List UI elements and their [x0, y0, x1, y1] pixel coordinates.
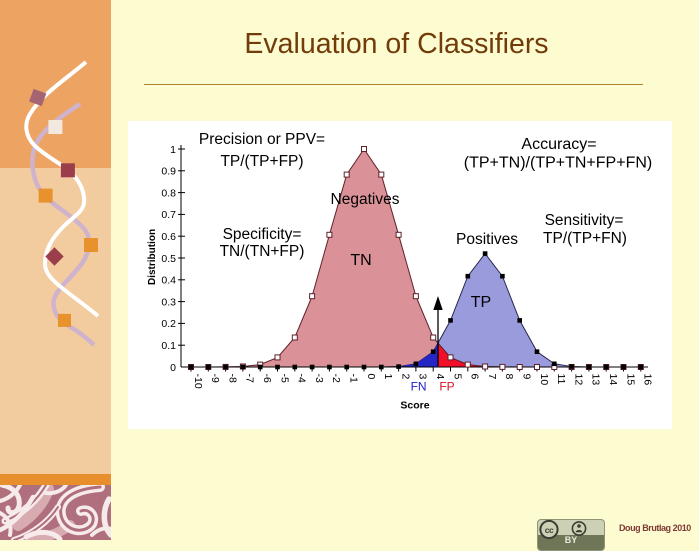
svg-text:-9: -9 — [209, 374, 221, 383]
svg-text:-7: -7 — [244, 374, 256, 383]
svg-text:12: 12 — [572, 374, 584, 386]
svg-text:0.2: 0.2 — [161, 318, 176, 330]
svg-text:-3: -3 — [313, 374, 325, 383]
svg-text:0.8: 0.8 — [161, 187, 176, 199]
svg-text:-5: -5 — [278, 374, 290, 383]
svg-text:TP: TP — [471, 294, 491, 311]
svg-text:10: 10 — [538, 374, 550, 386]
svg-text:0.9: 0.9 — [161, 166, 176, 178]
svg-text:14: 14 — [607, 374, 619, 386]
svg-text:0.5: 0.5 — [161, 253, 176, 265]
svg-text:-2: -2 — [330, 374, 342, 383]
svg-text:0.6: 0.6 — [161, 231, 176, 243]
svg-text:0.1: 0.1 — [161, 340, 176, 352]
svg-text:4: 4 — [434, 374, 446, 380]
svg-text:0: 0 — [170, 362, 176, 374]
svg-text:11: 11 — [555, 374, 567, 385]
svg-text:-10: -10 — [192, 374, 204, 389]
svg-text:5: 5 — [451, 374, 463, 380]
svg-text:cc: cc — [545, 525, 554, 535]
svg-text:Positives: Positives — [456, 231, 518, 248]
svg-text:0.7: 0.7 — [161, 209, 176, 221]
svg-text:8: 8 — [503, 374, 515, 380]
svg-text:1: 1 — [382, 374, 394, 380]
svg-text:15: 15 — [624, 374, 636, 386]
svg-text:TN/(TN+FP): TN/(TN+FP) — [220, 243, 305, 260]
svg-text:6: 6 — [469, 374, 481, 380]
svg-text:3: 3 — [417, 374, 429, 380]
svg-text:(TP+TN)/(TP+TN+FP+FN): (TP+TN)/(TP+TN+FP+FN) — [464, 155, 652, 172]
svg-text:1: 1 — [170, 144, 176, 156]
svg-text:Negatives: Negatives — [331, 191, 400, 208]
svg-text:Accuracy=: Accuracy= — [521, 136, 596, 153]
svg-text:0.4: 0.4 — [161, 275, 176, 287]
svg-text:2: 2 — [399, 374, 411, 380]
svg-text:-4: -4 — [296, 374, 308, 383]
svg-text:13: 13 — [590, 374, 602, 386]
svg-text:7: 7 — [486, 374, 498, 380]
svg-text:Sensitivity=: Sensitivity= — [545, 212, 624, 229]
svg-text:0: 0 — [365, 374, 377, 380]
svg-text:16: 16 — [642, 374, 654, 386]
svg-text:Distribution: Distribution — [147, 229, 158, 285]
svg-text:TN: TN — [350, 252, 371, 269]
svg-text:-1: -1 — [348, 374, 360, 383]
svg-text:Precision or PPV=: Precision or PPV= — [199, 131, 325, 148]
svg-text:FP: FP — [439, 379, 454, 393]
svg-text:-8: -8 — [226, 374, 238, 383]
svg-text:TP/(TP+FN): TP/(TP+FN) — [543, 230, 627, 247]
svg-text:TP/(TP+FP): TP/(TP+FP) — [220, 153, 303, 170]
svg-text:Score: Score — [400, 400, 429, 412]
svg-text:Specificity=: Specificity= — [223, 226, 302, 243]
svg-text:0.3: 0.3 — [161, 296, 176, 308]
svg-text:-6: -6 — [261, 374, 273, 383]
svg-text:FN: FN — [411, 379, 427, 393]
svg-text:9: 9 — [521, 374, 533, 380]
